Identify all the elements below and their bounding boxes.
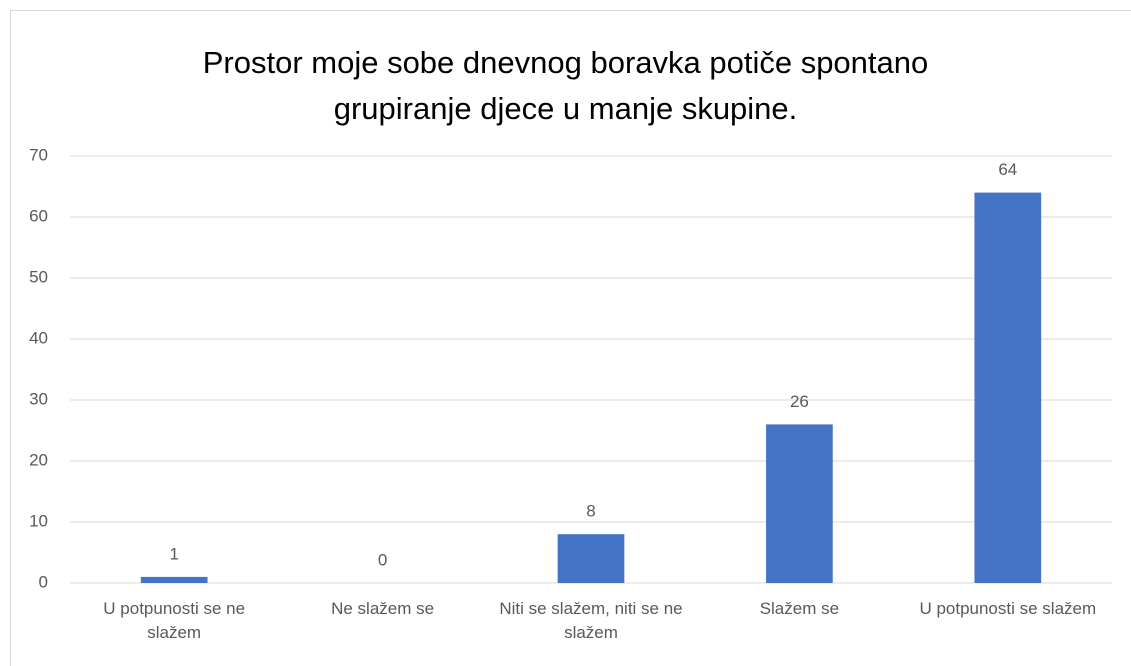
x-tick-label: Niti se slažem, niti se ne slažem (499, 599, 683, 642)
bar (766, 424, 833, 583)
x-tick-label: U potpunosti se slažem (919, 599, 1097, 618)
bar (140, 576, 208, 583)
x-tick-label: Ne slažem se (331, 599, 435, 618)
chart-title: Prostor moje sobe dnevnog boravka potiče… (202, 45, 929, 126)
data-label: 1 (169, 544, 178, 563)
bar (557, 534, 625, 583)
data-label: 8 (586, 502, 595, 521)
y-tick-label: 30 (29, 389, 48, 408)
y-tick-label: 40 (29, 328, 48, 347)
chart-frame (10, 10, 1131, 666)
data-label: 64 (998, 160, 1017, 179)
y-tick-label: 50 (29, 267, 48, 286)
x-tick-label: Slažem se (759, 599, 840, 618)
bar (974, 192, 1042, 583)
data-label: 0 (378, 550, 387, 569)
y-tick-label: 10 (29, 511, 48, 530)
y-tick-label: 60 (29, 206, 48, 225)
y-tick-label: 0 (39, 572, 48, 591)
data-label: 26 (790, 392, 809, 411)
y-tick-label: 20 (29, 450, 48, 469)
y-tick-label: 70 (29, 145, 48, 164)
x-tick-label: U potpunosti se ne slažem (103, 599, 246, 642)
